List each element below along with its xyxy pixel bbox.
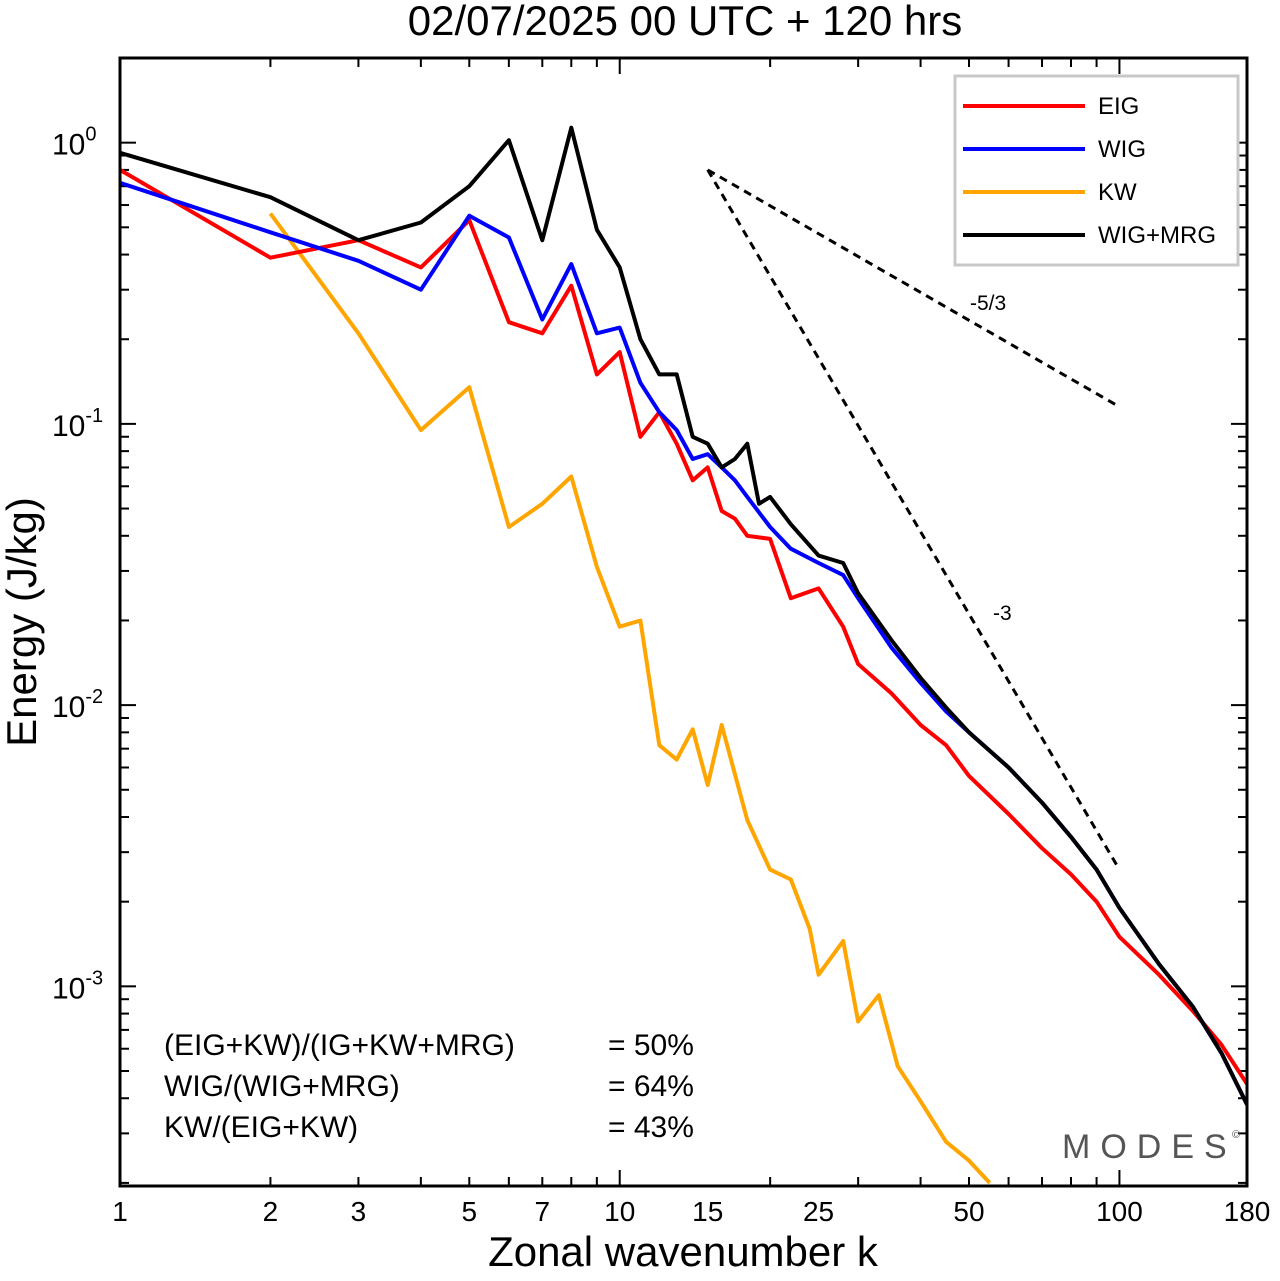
legend-items: EIG WIG KW WIG+MRG <box>963 93 1216 249</box>
ratio-value: = 50% <box>608 1029 694 1062</box>
slope-labels: -5/3 -3 <box>970 292 1012 625</box>
series-line-eig <box>120 168 1247 1085</box>
brand-text: MODES <box>1062 1128 1237 1166</box>
ratio-label: KW/(EIG+KW) <box>164 1111 358 1144</box>
x-tick-label: 25 <box>803 1196 834 1227</box>
x-tick-label: 1 <box>112 1196 128 1227</box>
x-tick-label: 10 <box>604 1196 635 1227</box>
x-tick-label: 7 <box>535 1196 551 1227</box>
legend-label: WIG <box>1098 136 1146 163</box>
series-line-wig-mrg <box>120 125 1247 1106</box>
series-line-kw <box>268 212 992 1185</box>
y-tick-label: 10-3 <box>52 967 103 1005</box>
legend: EIG WIG KW WIG+MRG <box>953 74 1240 267</box>
x-axis-label: Zonal wavenumber k <box>488 1228 879 1275</box>
ratio-label: (EIG+KW)/(IG+KW+MRG) <box>164 1029 515 1062</box>
x-tick-label: 5 <box>461 1196 477 1227</box>
ratio-label: WIG/(WIG+MRG) <box>164 1070 400 1103</box>
x-tick-label: 2 <box>263 1196 279 1227</box>
reference-slope-label: -5/3 <box>970 292 1006 315</box>
copyright-icon: © <box>1232 1129 1240 1141</box>
ratio-annotations: (EIG+KW)/(IG+KW+MRG) = 50% WIG/(WIG+MRG) = … <box>164 1029 694 1144</box>
legend-label: EIG <box>1098 93 1139 120</box>
reference-slope-label: -3 <box>993 602 1012 625</box>
y-axis-label: Energy (J/kg) <box>0 497 45 747</box>
plot-frame <box>118 56 1249 1188</box>
data-series <box>120 125 1247 1185</box>
modes-watermark: MODES © <box>1062 1128 1240 1166</box>
x-tick-label: 50 <box>953 1196 984 1227</box>
x-tick-label: 180 <box>1224 1196 1271 1227</box>
ratio-value: = 43% <box>608 1111 694 1144</box>
legend-label: KW <box>1098 179 1137 206</box>
reference-slope-line <box>706 169 1121 871</box>
legend-label: WIG+MRG <box>1098 222 1216 249</box>
ratio-value: = 64% <box>608 1070 694 1103</box>
x-tick-label: 15 <box>692 1196 723 1227</box>
reference-slope-line <box>706 168 1121 409</box>
x-tick-label: 100 <box>1096 1196 1143 1227</box>
x-tick-label: 3 <box>351 1196 367 1227</box>
reference-slopes <box>706 168 1121 871</box>
chart-title: 02/07/2025 00 UTC + 120 hrs <box>408 0 963 44</box>
